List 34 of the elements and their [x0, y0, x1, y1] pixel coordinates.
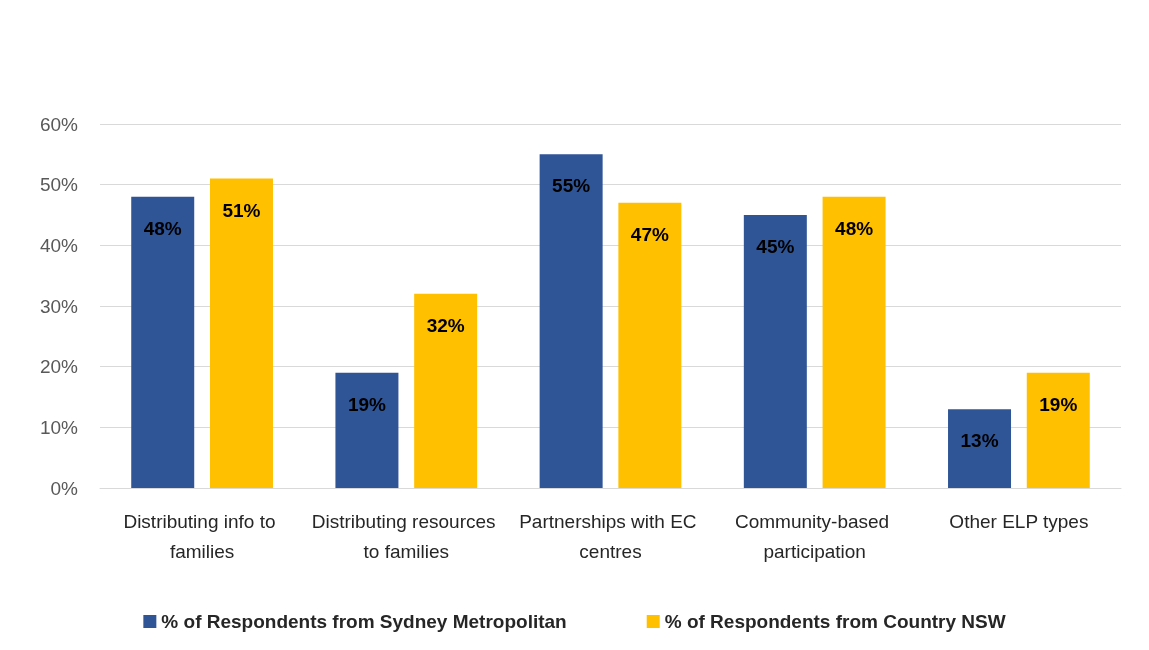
y-tick-label: 0% [50, 477, 79, 499]
bar [335, 372, 399, 488]
bar [414, 293, 478, 488]
x-tick-label: Distributing info to families [123, 510, 281, 562]
bar [948, 409, 1012, 488]
data-label: 55% [552, 175, 591, 197]
y-tick-label: 40% [39, 234, 79, 256]
bar [539, 154, 603, 488]
bar [822, 196, 886, 488]
data-label: 32% [426, 314, 465, 336]
bar [209, 178, 273, 488]
bar [618, 202, 682, 488]
x-tick-label: Community-based participation [734, 510, 895, 562]
x-tick-label: Other ELP types [949, 510, 1089, 532]
x-tick-label: Partnerships with EC centres [519, 510, 702, 562]
data-label: 48% [143, 217, 182, 239]
data-label: 47% [630, 223, 669, 245]
data-label: 45% [756, 236, 795, 257]
bar [131, 196, 195, 488]
y-tick-label: 30% [39, 295, 79, 317]
data-label: 51% [222, 199, 261, 221]
bar [743, 215, 807, 488]
data-label: 19% [1039, 393, 1078, 415]
y-tick-label: 60% [39, 113, 79, 135]
y-tick-label: 50% [39, 174, 79, 196]
legend-label: % of Respondents from Country NSW [664, 611, 1006, 632]
legend-label: % of Respondents from Sydney Metropolitan [161, 611, 567, 632]
x-tick-label: Distributing resources to families [311, 510, 501, 562]
bar [1026, 372, 1090, 488]
data-label: 19% [347, 393, 387, 415]
y-tick-label: 20% [39, 356, 79, 378]
data-label: 48% [835, 217, 874, 239]
y-tick-label: 10% [39, 416, 79, 438]
data-label: 13% [960, 430, 999, 452]
